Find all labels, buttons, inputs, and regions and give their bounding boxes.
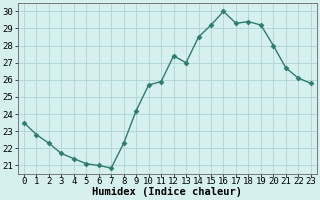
X-axis label: Humidex (Indice chaleur): Humidex (Indice chaleur) — [92, 187, 242, 197]
